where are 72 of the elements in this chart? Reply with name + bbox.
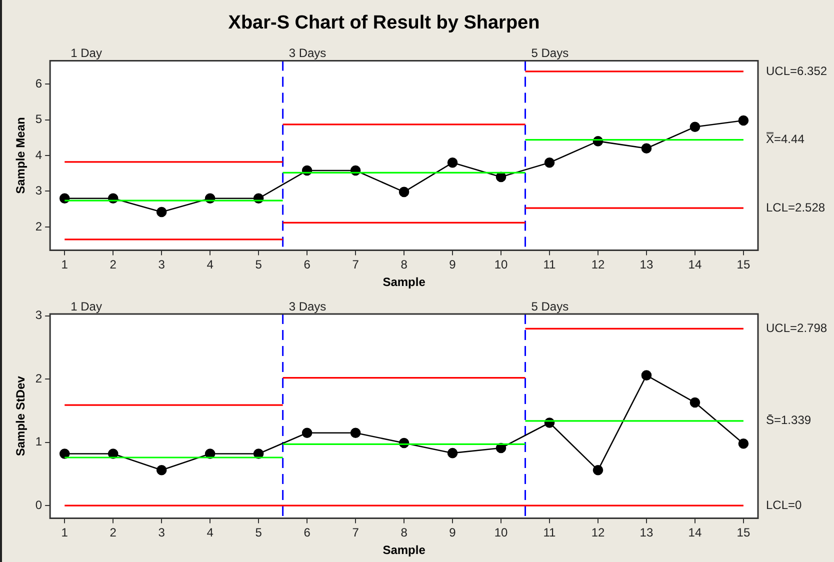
text: LCL=2.528 bbox=[766, 200, 826, 214]
text: UCL=2.798 bbox=[766, 320, 828, 335]
x-tick-label: 1 bbox=[61, 258, 68, 272]
text: X̿=4.44 bbox=[766, 132, 805, 146]
text: 3 Days bbox=[288, 46, 326, 60]
x-tick-label: 11 bbox=[543, 526, 556, 540]
point bbox=[350, 428, 361, 438]
x-tick-label: 10 bbox=[494, 258, 508, 272]
x-tick-label: 5 bbox=[255, 258, 262, 272]
x-axis-title: Sample bbox=[382, 275, 426, 290]
x-tick-label: 6 bbox=[304, 526, 311, 540]
point bbox=[738, 115, 749, 126]
x-tick-label: 6 bbox=[304, 258, 311, 272]
x-tick-label: 8 bbox=[400, 258, 408, 272]
point bbox=[641, 143, 652, 154]
point bbox=[302, 428, 312, 438]
point bbox=[544, 157, 555, 168]
x-axis-title: Sample bbox=[382, 543, 426, 558]
point bbox=[156, 465, 167, 476]
x-tick-label: 1 bbox=[61, 526, 68, 540]
text: S̄=1.339 bbox=[766, 413, 812, 428]
text: 5 Days bbox=[531, 299, 569, 314]
y-tick-label: 0 bbox=[35, 498, 42, 512]
point bbox=[156, 206, 167, 218]
x-tick-label: 11 bbox=[543, 258, 556, 272]
y-tick-label: 2 bbox=[35, 371, 42, 386]
x-tick-label: 7 bbox=[352, 258, 360, 272]
y-tick-label: 6 bbox=[35, 76, 42, 90]
x-tick-label: 9 bbox=[449, 258, 456, 272]
text: 3 Days bbox=[288, 299, 326, 314]
x-tick-label: 10 bbox=[494, 526, 508, 540]
x-tick-label: 15 bbox=[736, 526, 750, 540]
y-tick-label: 4 bbox=[35, 148, 42, 162]
text: LCL=0 bbox=[766, 498, 802, 512]
y-tick-label: 2 bbox=[35, 219, 42, 234]
x-tick-label: 4 bbox=[206, 258, 214, 272]
x-tick-label: 12 bbox=[591, 526, 605, 540]
text: 1 Day bbox=[70, 299, 102, 314]
point bbox=[641, 370, 652, 380]
x-tick-label: 14 bbox=[688, 258, 702, 272]
point bbox=[738, 438, 749, 449]
x-tick-label: 9 bbox=[449, 526, 456, 540]
text: 5 Days bbox=[531, 46, 569, 60]
point bbox=[447, 448, 458, 458]
x-tick-label: 3 bbox=[158, 258, 166, 272]
text: 1 Day bbox=[70, 46, 102, 60]
x-tick-label: 2 bbox=[110, 526, 117, 540]
text: UCL=6.352 bbox=[766, 64, 828, 78]
point bbox=[592, 465, 604, 476]
x-tick-label: 2 bbox=[110, 258, 117, 272]
x-tick-label: 4 bbox=[206, 526, 214, 540]
x-tick-label: 5 bbox=[255, 526, 262, 540]
y-tick-label: 3 bbox=[35, 184, 42, 198]
point bbox=[690, 397, 700, 408]
y-axis-title: Sample StDev bbox=[14, 376, 28, 456]
x-tick-label: 13 bbox=[640, 526, 654, 540]
y-tick-label: 1 bbox=[35, 434, 42, 449]
y-axis-title: Sample Mean bbox=[14, 117, 28, 194]
x-tick-label: 12 bbox=[591, 258, 605, 272]
x-tick-label: 3 bbox=[158, 526, 166, 540]
point bbox=[59, 448, 70, 459]
x-tick-label: 15 bbox=[736, 258, 750, 272]
point bbox=[447, 157, 458, 168]
x-tick-label: 13 bbox=[640, 258, 654, 272]
y-tick-label: 3 bbox=[35, 308, 42, 322]
x-tick-label: 14 bbox=[688, 526, 702, 540]
x-tick-label: 7 bbox=[352, 526, 360, 540]
chart-title: Xbar-S Chart of Result by Sharpen bbox=[228, 12, 540, 34]
x-tick-label: 8 bbox=[400, 526, 408, 540]
y-tick-label: 5 bbox=[35, 112, 42, 126]
point bbox=[398, 186, 410, 198]
point bbox=[690, 122, 700, 132]
